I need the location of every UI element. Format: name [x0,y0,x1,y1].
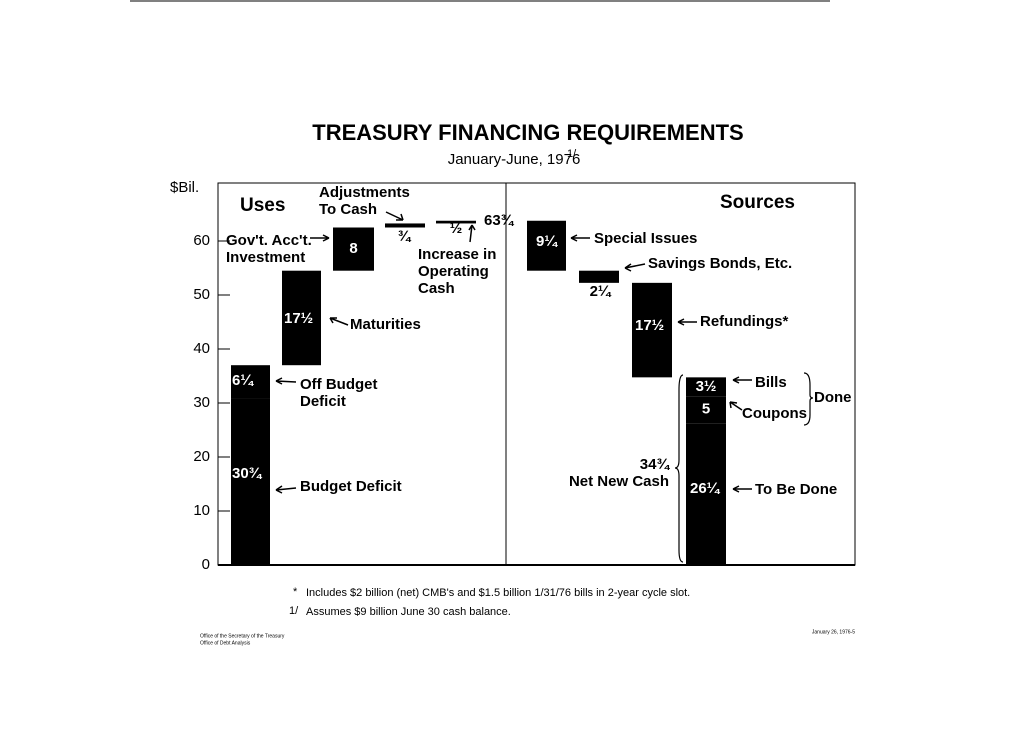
value-label: ¾ [398,228,412,245]
category-label: Increase in Operating Cash [418,246,496,297]
value-label: 9¼ [536,233,558,250]
y-tick-label: 10 [193,502,210,519]
panel-title: Sources [720,192,795,213]
category-label: Budget Deficit [300,478,402,495]
category-label: Gov't. Acc't. Investment [226,232,312,266]
y-tick-label: 0 [202,556,210,573]
net-new-cash-value: 34¾ [640,456,671,473]
category-label: Adjustments To Cash [319,184,410,218]
category-label: Bills [755,374,787,391]
footer-left: Office of the Secretary of the Treasury [200,633,285,639]
total-label: 63¾ [484,212,515,229]
bar [686,377,726,397]
category-label: To Be Done [755,481,837,498]
bar [282,270,321,366]
bar [231,365,270,399]
net-new-cash-label: Net New Cash [569,473,669,490]
footnote-mark: 1/ [289,605,299,617]
value-label: 3½ [696,378,717,395]
category-label: Special Issues [594,230,697,247]
value-label: 5 [702,401,710,418]
net-brace [674,374,684,563]
done-brace [803,372,814,426]
y-tick-label: 60 [193,232,210,249]
category-label: Off Budget Deficit [300,376,377,410]
footer-right: January 26, 1976-5 [812,629,855,635]
footnote: Assumes $9 billion June 30 cash balance. [306,606,511,618]
y-tick-label: 50 [193,286,210,303]
bar [686,423,726,565]
value-label: 17½ [635,317,664,334]
value-label: 6¼ [232,372,254,389]
bar [579,270,619,283]
value-label: 26¼ [690,480,721,497]
category-label: Coupons [742,405,807,422]
panel-title: Uses [240,195,285,216]
footer-left: Office of Debt Analysis [200,640,251,646]
subtitle-note: 1/ [567,148,577,160]
y-tick-label: 40 [193,340,210,357]
y-tick-label: 20 [193,448,210,465]
chart-title: TREASURY FINANCING REQUIREMENTS [312,120,743,145]
category-label: Savings Bonds, Etc. [648,255,792,272]
value-label: 8 [349,240,357,257]
value-label: 30¾ [232,465,263,482]
bar [333,227,374,271]
value-label: 2¼ [590,283,612,300]
bar [527,220,566,271]
value-label: 17½ [284,310,313,327]
category-label: Refundings* [700,313,788,330]
category-label: Maturities [350,316,421,333]
done-label: Done [814,389,852,406]
bar [385,223,425,228]
footnote-mark: * [293,586,298,598]
value-label: ½ [450,220,463,237]
bar [231,398,270,565]
y-axis-label: $Bil. [170,179,199,196]
bar [686,396,726,424]
y-tick-label: 30 [193,394,210,411]
chart-subtitle: January-June, 1976 [448,151,581,168]
footnote: Includes $2 billion (net) CMB's and $1.5… [306,587,690,599]
bar [632,282,672,378]
bar [436,220,476,224]
arrows [275,211,752,494]
